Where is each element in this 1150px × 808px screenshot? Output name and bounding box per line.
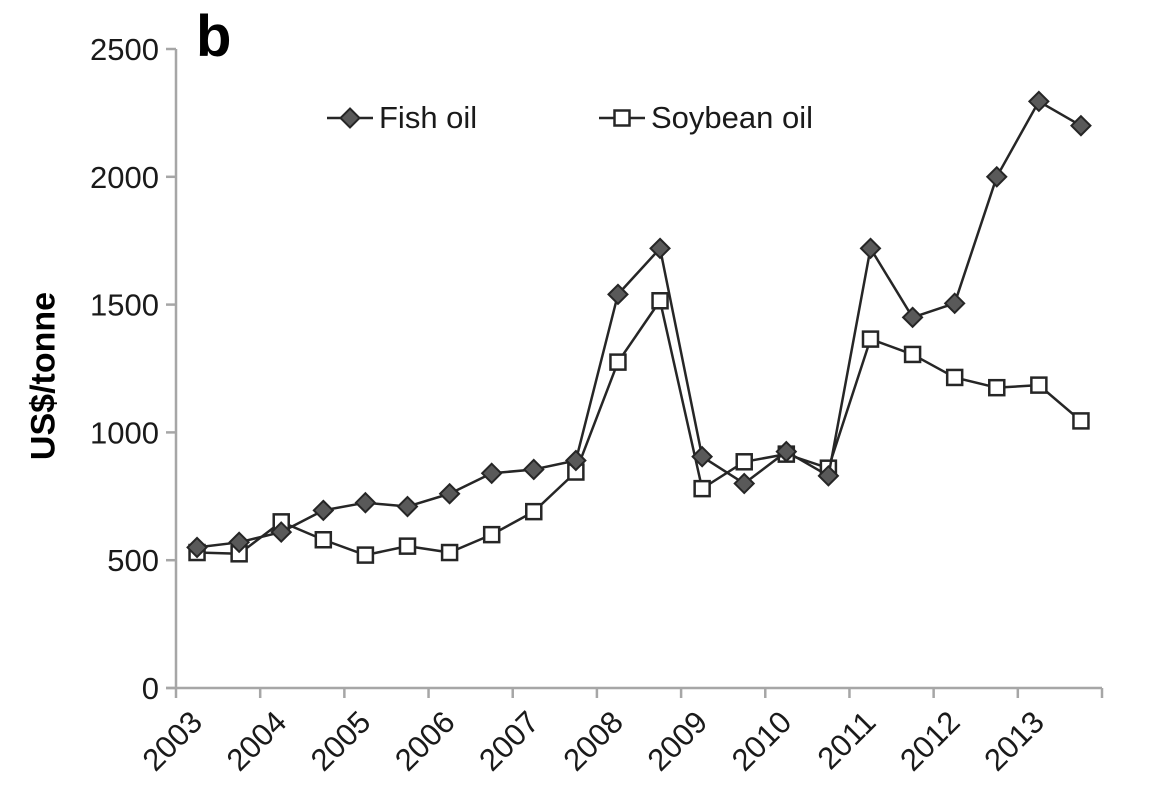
fish-oil-line xyxy=(196,100,1082,549)
soybean-oil-point xyxy=(440,543,459,562)
soybean-oil-point xyxy=(314,531,333,549)
legend-label-soybean-oil: Soybean oil xyxy=(651,100,814,135)
fish-oil-point xyxy=(480,462,503,485)
x-tick-label: 2007 xyxy=(472,704,546,778)
soybean-oil-point xyxy=(1072,412,1090,430)
fish-oil-point xyxy=(859,237,882,260)
soybean-oil-point xyxy=(1030,376,1048,394)
fish-oil-point xyxy=(312,499,335,522)
soybean-oil-point xyxy=(609,353,627,371)
fish-oil-point xyxy=(607,283,629,306)
soybean-oil-point xyxy=(861,330,880,348)
soybean-oil-point xyxy=(398,537,417,555)
soybean-oil-line xyxy=(197,299,1082,557)
fish-oil-point xyxy=(396,495,419,518)
y-tick-label: 2500 xyxy=(90,32,159,67)
panel-label: b xyxy=(196,4,232,69)
fish-oil-point xyxy=(943,292,966,315)
soybean-oil-point xyxy=(356,546,375,564)
y-tick-label: 2000 xyxy=(90,160,159,195)
fish-oil-point xyxy=(522,458,545,481)
legend-item-fish-oil: Fish oil xyxy=(326,100,477,136)
y-axis-ticks: 0 500 1000 1500 2000 2500 xyxy=(90,32,176,706)
fish-oil-point xyxy=(901,306,924,329)
soybean-oil-point xyxy=(693,479,711,498)
fish-oil-point xyxy=(1070,114,1092,137)
legend-label-fish-oil: Fish oil xyxy=(379,100,478,135)
soybean-oil-square-icon xyxy=(599,109,645,127)
fish-oil-point xyxy=(733,472,756,495)
fish-oil-point xyxy=(649,237,671,260)
fish-oil-point xyxy=(354,491,377,514)
x-tick-label: 2011 xyxy=(811,704,883,776)
x-tick-label: 2004 xyxy=(220,704,294,778)
series-soybean-oil xyxy=(188,292,1090,564)
axes xyxy=(166,49,1102,690)
x-tick-label: 2012 xyxy=(893,704,967,778)
soybean-oil-point xyxy=(651,292,669,310)
y-tick-label: 500 xyxy=(107,543,159,578)
fish-oil-point xyxy=(438,482,461,505)
series-fish-oil xyxy=(186,90,1092,559)
y-tick-label: 1000 xyxy=(90,415,159,450)
x-tick-label: 2003 xyxy=(136,704,210,778)
fish-oil-point xyxy=(775,440,798,463)
soybean-oil-point xyxy=(482,525,501,544)
fish-oil-point xyxy=(985,165,1008,188)
fish-oil-point xyxy=(691,445,714,468)
y-axis-title: US$/tonne xyxy=(24,291,63,461)
fish-oil-point xyxy=(817,464,840,487)
x-tick-label: 2013 xyxy=(977,704,1051,778)
x-tick-label: 2005 xyxy=(304,704,378,778)
fish-oil-point xyxy=(1027,90,1050,113)
soybean-oil-point xyxy=(945,368,964,387)
legend-item-soybean-oil: Soybean oil xyxy=(598,100,813,136)
x-tick-label: 2006 xyxy=(388,704,462,778)
soybean-oil-point xyxy=(735,453,753,471)
soybean-oil-point xyxy=(525,502,543,521)
soybean-oil-point xyxy=(903,345,922,364)
y-tick-label: 0 xyxy=(142,671,159,706)
y-tick-label: 1500 xyxy=(90,288,159,323)
fish-oil-point xyxy=(186,536,208,559)
fish-oil-point xyxy=(228,531,251,554)
fish-oil-point xyxy=(564,449,587,472)
fish-oil-point xyxy=(270,521,293,543)
x-tick-label: 2008 xyxy=(556,704,630,778)
x-tick-label: 2009 xyxy=(641,704,715,778)
fish-oil-diamond-icon xyxy=(327,107,373,129)
x-tick-label: 2010 xyxy=(725,704,799,778)
soybean-oil-point xyxy=(988,378,1006,397)
x-axis-ticks: 2003 2004 2005 2006 2007 2008 2009 2010 2011 2012… xyxy=(136,688,1104,778)
